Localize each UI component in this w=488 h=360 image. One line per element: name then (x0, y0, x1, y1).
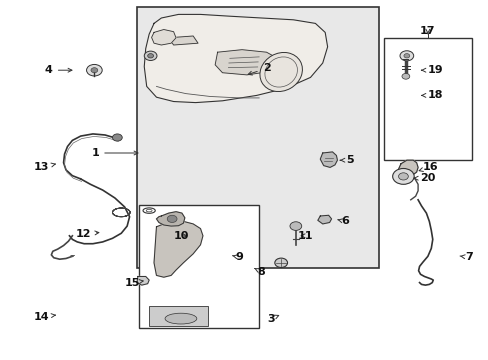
Text: 8: 8 (254, 267, 265, 277)
Circle shape (401, 73, 409, 79)
Circle shape (167, 215, 177, 222)
Bar (137, 7, 378, 268)
Text: 1: 1 (91, 148, 138, 158)
Text: 13: 13 (34, 162, 55, 172)
Polygon shape (320, 152, 337, 167)
Text: 12: 12 (75, 229, 99, 239)
Circle shape (289, 222, 301, 230)
Polygon shape (154, 221, 203, 277)
Polygon shape (137, 276, 149, 285)
Text: 5: 5 (340, 155, 353, 165)
Text: 7: 7 (459, 252, 472, 262)
Polygon shape (215, 50, 276, 75)
Bar (139, 205, 259, 328)
Circle shape (112, 134, 122, 141)
Circle shape (399, 51, 413, 61)
Circle shape (403, 54, 409, 58)
Polygon shape (398, 160, 417, 176)
Polygon shape (168, 36, 198, 45)
Text: 18: 18 (421, 90, 442, 100)
Circle shape (86, 64, 102, 76)
Text: 19: 19 (421, 65, 442, 75)
Text: 9: 9 (232, 252, 243, 262)
Circle shape (147, 54, 153, 58)
Ellipse shape (260, 53, 302, 91)
Text: 10: 10 (173, 231, 188, 241)
Circle shape (392, 168, 413, 184)
Bar (149, 306, 207, 326)
Text: 3: 3 (267, 314, 278, 324)
Ellipse shape (164, 313, 196, 324)
Polygon shape (317, 215, 331, 224)
Text: 11: 11 (297, 231, 313, 241)
Text: 4: 4 (45, 65, 72, 75)
Circle shape (144, 51, 157, 60)
Text: 6: 6 (337, 216, 348, 226)
Text: 16: 16 (418, 162, 437, 172)
Circle shape (274, 258, 287, 267)
Text: 2: 2 (248, 63, 270, 75)
Circle shape (91, 68, 98, 73)
Circle shape (398, 173, 407, 180)
Text: 15: 15 (124, 278, 143, 288)
Text: 20: 20 (413, 173, 435, 183)
Polygon shape (156, 212, 184, 226)
Polygon shape (151, 30, 176, 45)
Text: 17: 17 (419, 26, 435, 36)
Text: 14: 14 (34, 312, 55, 322)
Bar (383, 38, 471, 160)
Polygon shape (144, 14, 327, 103)
